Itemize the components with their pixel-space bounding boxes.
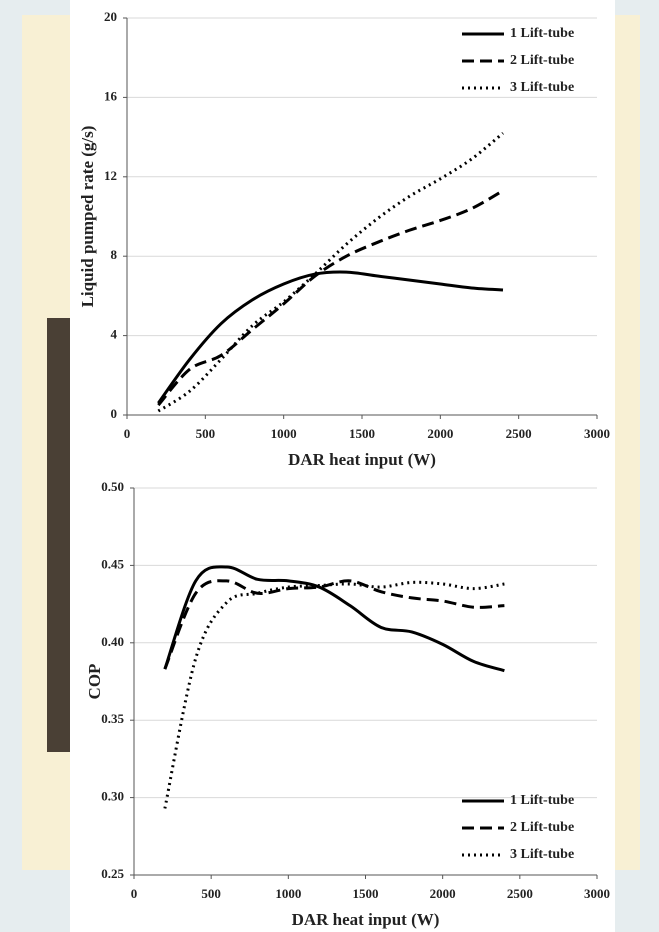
legend-label: 1 Lift-tube <box>510 793 574 808</box>
y-axis-title: Liquid pumped rate (g/s) <box>78 126 97 308</box>
y-tick-label: 0.50 <box>101 479 124 494</box>
x-tick-label: 1500 <box>353 886 379 901</box>
y-tick-label: 12 <box>104 168 117 183</box>
x-tick-label: 1500 <box>349 426 375 441</box>
x-axis-title: DAR heat input (W) <box>288 450 436 469</box>
y-tick-label: 0 <box>111 406 118 421</box>
legend-label: 3 Lift-tube <box>510 847 574 862</box>
x-tick-label: 1000 <box>271 426 297 441</box>
x-tick-label: 0 <box>124 426 131 441</box>
y-tick-label: 20 <box>104 9 117 24</box>
x-axis-title: DAR heat input (W) <box>292 910 440 929</box>
x-tick-label: 500 <box>201 886 221 901</box>
background-stripe <box>47 318 73 752</box>
chart: 0 4 8 12 16 20 0 500 1000 1500 2000 2500 3000 DAR hea… <box>70 0 615 478</box>
x-tick-label: 2000 <box>427 426 453 441</box>
legend-label: 2 Lift-tube <box>510 820 574 835</box>
chart: 0.25 0.30 0.35 0.40 0.45 0.50 0 500 1000 1500 2000… <box>70 478 615 932</box>
series-line <box>163 580 505 809</box>
y-tick-label: 8 <box>111 247 118 262</box>
y-tick-label: 0.40 <box>101 634 124 649</box>
y-tick-label: 0.35 <box>101 711 124 726</box>
x-tick-label: 0 <box>131 886 138 901</box>
x-tick-label: 3000 <box>584 426 610 441</box>
y-tick-label: 4 <box>111 327 118 342</box>
y-tick-label: 0.45 <box>101 556 124 571</box>
x-tick-label: 1000 <box>275 886 301 901</box>
y-tick-label: 0.30 <box>101 789 124 804</box>
series-line <box>163 565 505 673</box>
x-tick-label: 2000 <box>430 886 456 901</box>
x-tick-label: 500 <box>196 426 216 441</box>
y-axis-title: COP <box>85 664 104 700</box>
y-tick-label: 16 <box>104 88 118 103</box>
series-line <box>157 189 504 407</box>
y-tick-label: 0.25 <box>101 866 124 881</box>
x-tick-label: 3000 <box>584 886 610 901</box>
series-line <box>157 270 504 404</box>
legend-label: 3 Lift-tube <box>510 80 574 95</box>
x-tick-label: 2500 <box>507 886 533 901</box>
legend-label: 2 Lift-tube <box>510 53 574 68</box>
x-tick-label: 2500 <box>506 426 532 441</box>
legend-label: 1 Lift-tube <box>510 26 574 41</box>
